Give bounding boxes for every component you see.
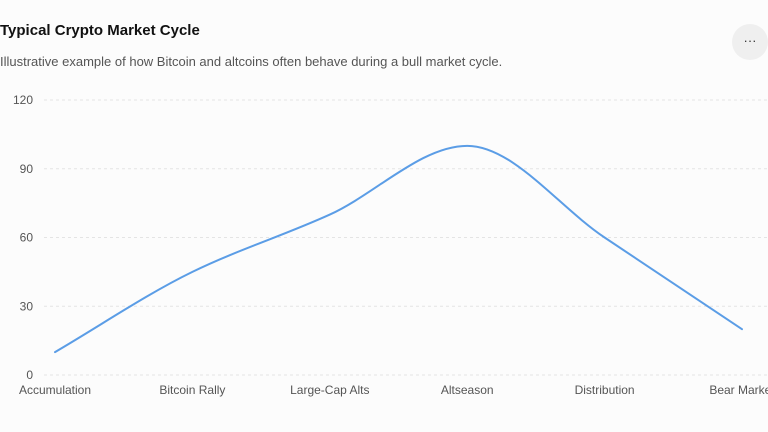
x-tick-label: Bitcoin Rally <box>159 383 225 397</box>
x-tick-label: Accumulation <box>19 383 91 397</box>
y-tick-label: 0 <box>26 368 33 382</box>
x-tick-label: Distribution <box>575 383 635 397</box>
x-tick-label: Large-Cap Alts <box>290 383 369 397</box>
x-tick-label: Altseason <box>441 383 494 397</box>
series-layer <box>54 144 743 354</box>
y-tick-label: 30 <box>20 299 34 313</box>
y-tick-label: 90 <box>20 162 34 176</box>
more-options-button[interactable]: ··· <box>732 24 768 60</box>
y-axis-ticks: 0 30 60 90 120 <box>13 93 33 382</box>
x-tick-label: Bear Market <box>709 383 768 397</box>
more-horizontal-icon: ··· <box>743 32 757 48</box>
y-tick-label: 60 <box>20 231 34 245</box>
series-line-0 <box>54 144 743 354</box>
grid-lines <box>44 99 768 376</box>
x-axis-ticks: Accumulation Bitcoin Rally Large-Cap Alts A… <box>19 383 768 397</box>
chart-title: Typical Crypto Market Cycle <box>0 22 200 39</box>
chart-subtitle: Illustrative example of how Bitcoin and … <box>0 54 503 69</box>
y-tick-label: 120 <box>13 93 33 107</box>
